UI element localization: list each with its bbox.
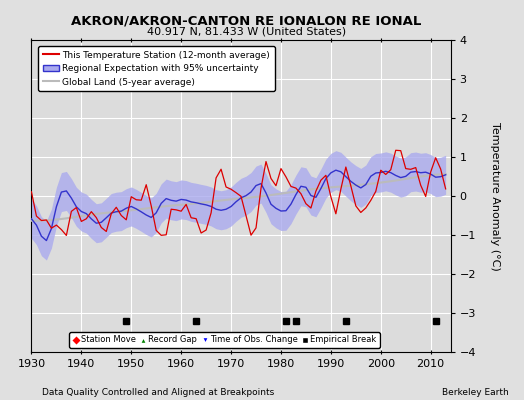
Text: AKRON/AKRON-CANTON RE IONALON RE IONAL: AKRON/AKRON-CANTON RE IONALON RE IONAL [71,14,421,27]
Text: 40.917 N, 81.433 W (United States): 40.917 N, 81.433 W (United States) [147,26,346,36]
Text: Berkeley Earth: Berkeley Earth [442,388,508,397]
Legend: Station Move, Record Gap, Time of Obs. Change, Empirical Break: Station Move, Record Gap, Time of Obs. C… [69,332,379,348]
Text: Data Quality Controlled and Aligned at Breakpoints: Data Quality Controlled and Aligned at B… [42,388,274,397]
Y-axis label: Temperature Anomaly (°C): Temperature Anomaly (°C) [490,122,500,270]
